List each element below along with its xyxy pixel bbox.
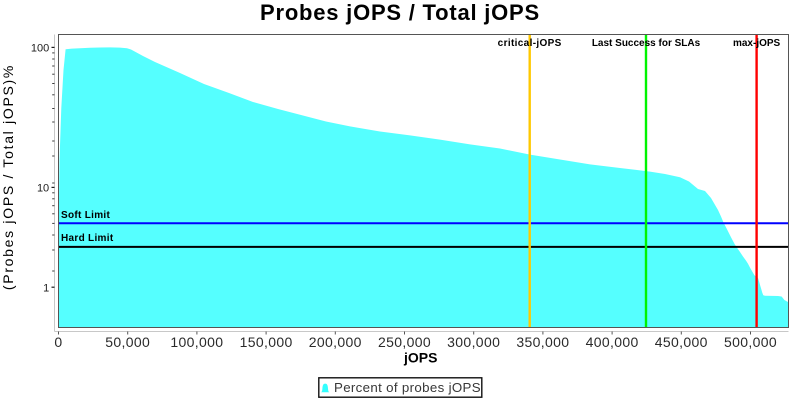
svg-text:450,000: 450,000 [655, 334, 708, 350]
svg-text:100,000: 100,000 [170, 334, 223, 350]
svg-text:Soft Limit: Soft Limit [61, 210, 110, 221]
svg-text:100: 100 [31, 42, 49, 54]
svg-text:Last Success for SLAs: Last Success for SLAs [592, 38, 701, 49]
svg-text:400,000: 400,000 [586, 334, 639, 350]
svg-text:Probes jOPS / Total jOPS: Probes jOPS / Total jOPS [260, 0, 540, 25]
svg-text:250,000: 250,000 [378, 334, 431, 350]
svg-text:50,000: 50,000 [105, 334, 150, 350]
svg-text:critical-jOPS: critical-jOPS [498, 38, 562, 49]
svg-text:(Probes jOPS / Total jOPS)%: (Probes jOPS / Total jOPS)% [0, 64, 16, 290]
svg-text:200,000: 200,000 [309, 334, 362, 350]
svg-text:1: 1 [43, 282, 49, 294]
svg-text:500,000: 500,000 [724, 334, 777, 350]
svg-text:Hard Limit: Hard Limit [61, 233, 114, 244]
svg-text:Percent of probes jOPS: Percent of probes jOPS [334, 380, 481, 395]
svg-text:300,000: 300,000 [447, 334, 500, 350]
svg-text:350,000: 350,000 [516, 334, 569, 350]
svg-text:max-jOPS: max-jOPS [733, 38, 781, 49]
svg-text:0: 0 [54, 334, 62, 350]
svg-text:150,000: 150,000 [240, 334, 293, 350]
svg-text:jOPS: jOPS [403, 350, 437, 366]
svg-text:10: 10 [37, 182, 49, 194]
